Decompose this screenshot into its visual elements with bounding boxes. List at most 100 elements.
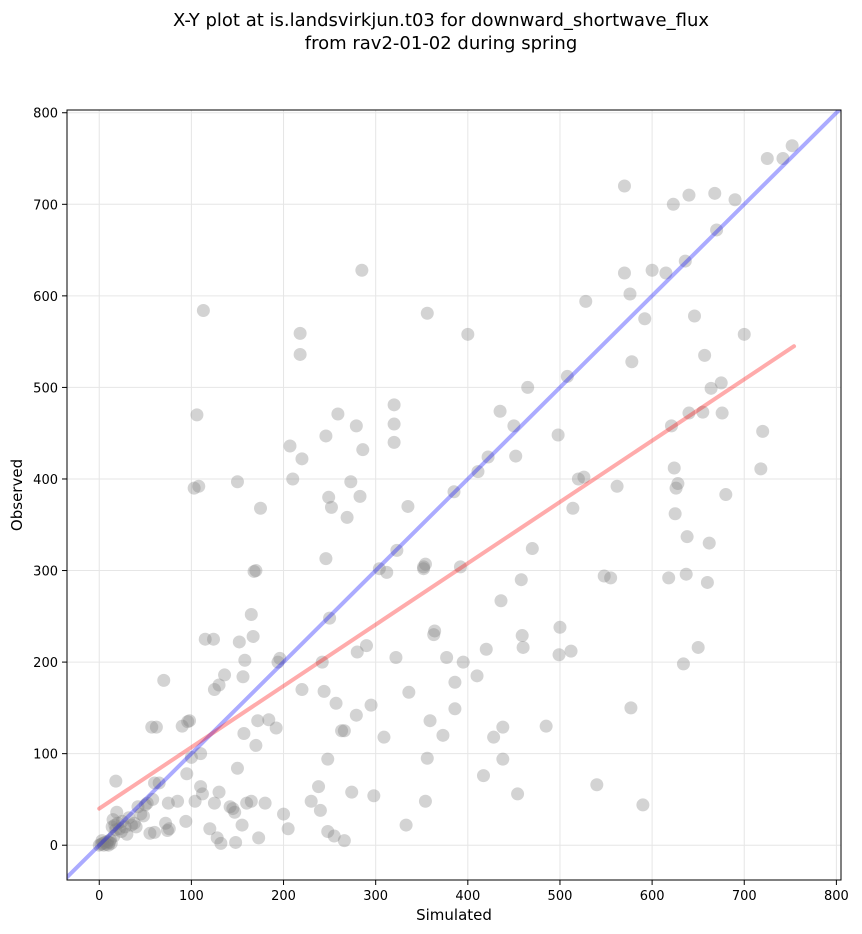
scatter-point [148,776,162,790]
scatter-point [323,611,337,625]
scatter-point [237,727,251,741]
scatter-point [254,501,267,515]
scatter-point [145,720,159,734]
scatter-point [127,816,141,830]
y-tick-label: 100 [33,748,58,763]
scatter-point [479,642,493,656]
scatter-point [577,470,591,484]
scatter-point [179,814,193,828]
scatter-point [235,818,249,832]
scatter-point [666,197,680,211]
scatter-point [571,472,585,486]
scatter-point [423,714,437,728]
scatter-point [238,653,252,667]
scatter-point [682,406,696,420]
scatter-point [329,696,343,710]
y-tick-label: 600 [33,290,58,305]
scatter-point [194,780,208,794]
scatter-point [101,835,115,849]
scatter-point [95,834,109,848]
scatter-point [659,266,673,280]
scatter-point [679,567,693,581]
grid [67,110,841,880]
scatter-point [322,490,336,504]
scatter-point [295,452,309,466]
scatter-point [436,728,450,742]
scatter-point [525,542,539,556]
scatter-point [230,761,244,775]
scatter-point [232,635,246,649]
scatter-point [149,720,163,734]
scatter-point [448,702,462,716]
scatter-point [687,309,701,323]
scatter-point [214,836,228,850]
scatter-point [207,632,221,646]
scatter-point [700,575,714,589]
scatter-point [252,831,266,845]
scatter-point [387,417,401,431]
scatter-point [494,594,508,608]
scatter-point [551,428,565,442]
scatter-point [390,543,404,557]
scatter-point [756,424,770,438]
scatter-point [776,152,790,166]
scatter-point [319,429,333,443]
scatter-point [111,816,125,830]
scatter-point [698,348,712,362]
scatter-point [515,629,529,643]
scatter-point [152,776,166,790]
scatter-point [148,825,162,839]
scatter-point [236,670,250,684]
scatter-point [97,838,111,852]
scatter-point [207,683,221,697]
scatter-point [710,223,724,237]
scatter-point [277,807,291,821]
scatter-point [312,780,326,794]
scatter-point [269,721,283,735]
scatter-point [625,355,639,369]
x-axis-ticks: 0 100 200 300 400 500 600 700 800 [95,880,849,904]
scatter-point [623,287,637,301]
scatter-point [247,564,261,578]
scatter-point [617,179,631,193]
scatter-point [258,796,272,810]
scatter-point [440,651,454,665]
scatter-point [401,499,415,513]
scatter-point [356,443,370,457]
scatter-point [514,573,528,587]
scatter-point [447,485,461,499]
scatter-point [324,500,338,514]
scatter-point [511,787,525,801]
scatter-point [696,405,710,419]
scatter-point [321,752,335,766]
scatter-point [521,380,535,394]
scatter-point [389,651,403,665]
scatter-point [195,787,209,801]
scatter-point [230,475,244,489]
scatter-point [180,767,194,781]
scatter-point [337,724,351,738]
scatter-point [161,796,175,810]
scatter-point [92,838,106,852]
scatter-point [94,837,108,851]
scatter-point [402,685,416,699]
scatter-point [668,507,682,521]
scatter-point [134,807,148,821]
scatter-point [597,569,611,583]
scatter-point [175,719,189,733]
scatter-point [244,794,258,808]
scatter-point [146,792,160,806]
scatter-point [295,683,309,697]
scatter-point [293,326,307,340]
scatter-point [190,408,204,422]
scatter-point [187,481,201,495]
x-tick-label: 800 [824,889,849,904]
scatter-point [427,628,441,642]
scatter-point [188,794,202,808]
scatter-point [335,724,349,738]
scatter-point [471,465,485,479]
scatter-point [461,327,475,341]
scatter-point [350,645,364,659]
scatter-point [669,481,683,495]
scatter-point [579,294,593,308]
